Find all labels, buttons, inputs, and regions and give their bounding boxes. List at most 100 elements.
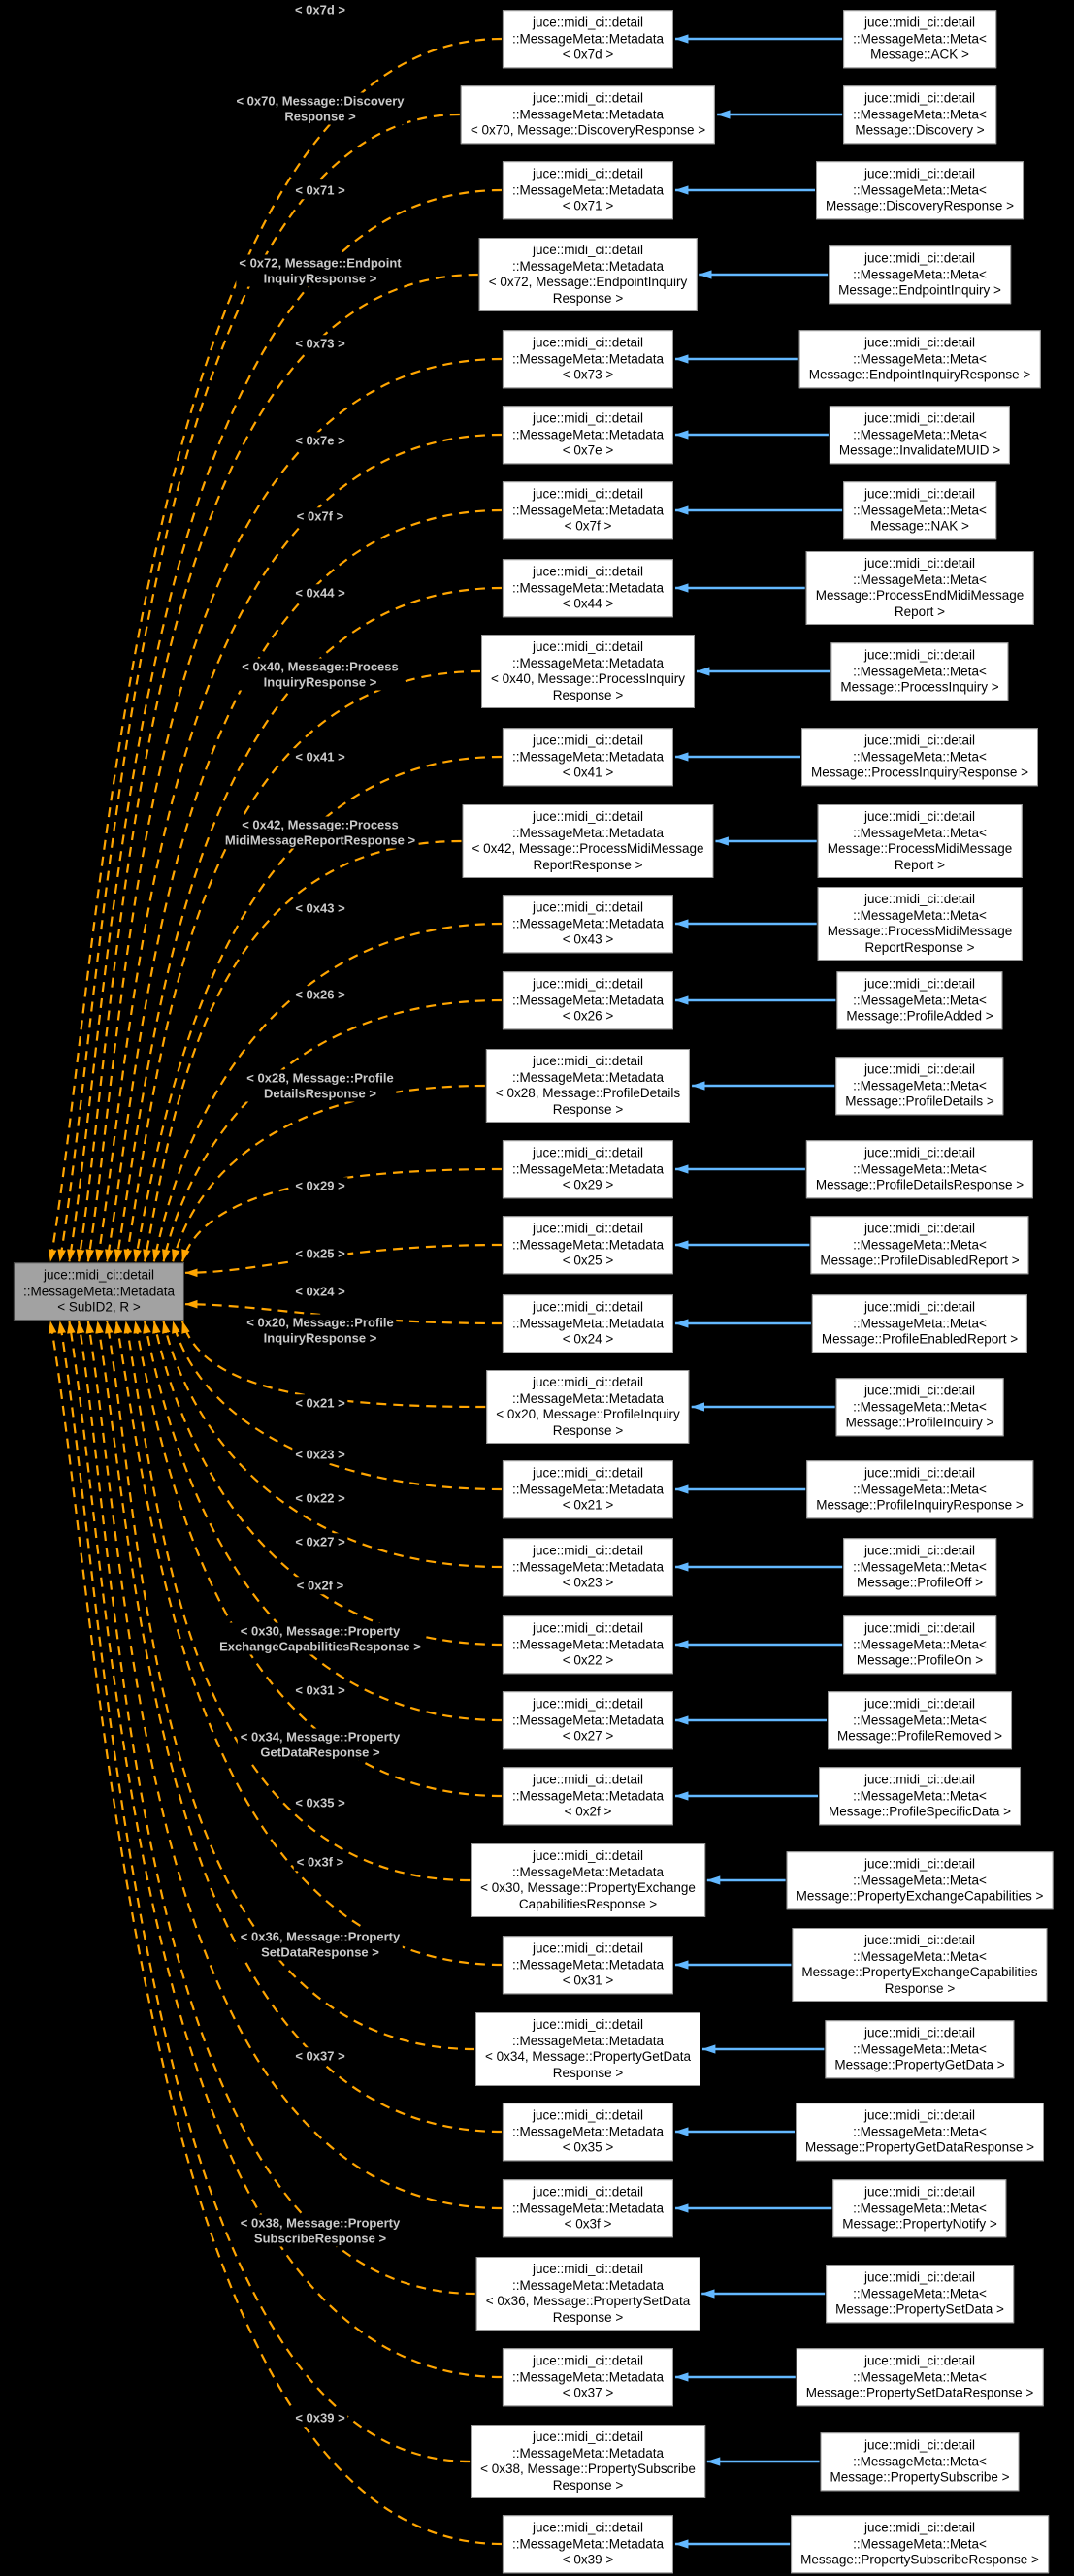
node-text-line: juce::midi_ci::detail — [532, 976, 644, 992]
node-metadata-0x30[interactable]: juce::midi_ci::detail::MessageMeta::Meta… — [471, 1843, 705, 1917]
node-text-line: ::MessageMeta::Meta< — [853, 1712, 987, 1727]
node-meta-0x31[interactable]: juce::midi_ci::detail::MessageMeta::Meta… — [792, 1928, 1048, 2002]
node-text-line: ::MessageMeta::Meta< — [853, 350, 987, 366]
node-meta-0x21[interactable]: juce::midi_ci::detail::MessageMeta::Meta… — [806, 1460, 1033, 1518]
node-meta-0x41[interactable]: juce::midi_ci::detail::MessageMeta::Meta… — [801, 728, 1038, 786]
focus-node-metadata-template[interactable]: juce::midi_ci::detail ::MessageMeta::Met… — [13, 1262, 185, 1321]
node-metadata-0x7d[interactable]: juce::midi_ci::detail::MessageMeta::Meta… — [502, 10, 674, 68]
node-meta-0x43[interactable]: juce::midi_ci::detail::MessageMeta::Meta… — [817, 887, 1023, 961]
node-meta-0x25[interactable]: juce::midi_ci::detail::MessageMeta::Meta… — [810, 1216, 1029, 1274]
node-meta-0x39[interactable]: juce::midi_ci::detail::MessageMeta::Meta… — [791, 2515, 1049, 2573]
node-metadata-0x7e[interactable]: juce::midi_ci::detail::MessageMeta::Meta… — [502, 406, 674, 464]
node-metadata-0x41[interactable]: juce::midi_ci::detail::MessageMeta::Meta… — [502, 728, 674, 786]
node-text-line: Message::ProcessInquiryResponse > — [811, 765, 1028, 780]
node-meta-0x35[interactable]: juce::midi_ci::detail::MessageMeta::Meta… — [796, 2103, 1044, 2161]
node-metadata-0x24[interactable]: juce::midi_ci::detail::MessageMeta::Meta… — [502, 1294, 674, 1353]
node-metadata-0x37[interactable]: juce::midi_ci::detail::MessageMeta::Meta… — [502, 2348, 674, 2406]
node-meta-0x44[interactable]: juce::midi_ci::detail::MessageMeta::Meta… — [805, 551, 1034, 625]
node-metadata-0x29[interactable]: juce::midi_ci::detail::MessageMeta::Meta… — [502, 1140, 674, 1198]
node-text-line: Response > — [552, 2477, 624, 2493]
node-meta-0x24[interactable]: juce::midi_ci::detail::MessageMeta::Meta… — [811, 1294, 1028, 1353]
node-meta-0x29[interactable]: juce::midi_ci::detail::MessageMeta::Meta… — [805, 1140, 1034, 1198]
node-meta-0x28[interactable]: juce::midi_ci::detail::MessageMeta::Meta… — [835, 1057, 1004, 1115]
edge-label-line: < 0x43 > — [295, 900, 345, 916]
node-meta-0x71[interactable]: juce::midi_ci::detail::MessageMeta::Meta… — [816, 161, 1024, 219]
node-meta-0x30[interactable]: juce::midi_ci::detail::MessageMeta::Meta… — [786, 1851, 1054, 1909]
node-metadata-0x36[interactable]: juce::midi_ci::detail::MessageMeta::Meta… — [475, 2257, 700, 2331]
node-metadata-0x26[interactable]: juce::midi_ci::detail::MessageMeta::Meta… — [502, 971, 674, 1029]
node-text-line: juce::midi_ci::detail — [863, 1221, 976, 1236]
node-metadata-0x21[interactable]: juce::midi_ci::detail::MessageMeta::Meta… — [502, 1460, 674, 1518]
node-meta-0x72[interactable]: juce::midi_ci::detail::MessageMeta::Meta… — [829, 245, 1011, 304]
node-text-line: CapabilitiesResponse > — [518, 1896, 658, 1911]
node-text-line: ::MessageMeta::Meta< — [853, 426, 987, 441]
node-metadata-0x7f[interactable]: juce::midi_ci::detail::MessageMeta::Meta… — [502, 481, 674, 539]
node-metadata-0x72[interactable]: juce::midi_ci::detail::MessageMeta::Meta… — [478, 238, 698, 311]
edge-label-0x72: < 0x72, Message::Endpoint InquiryResponse… — [236, 254, 405, 287]
node-text-line: juce::midi_ci::detail — [532, 486, 644, 502]
node-metadata-0x39[interactable]: juce::midi_ci::detail::MessageMeta::Meta… — [502, 2515, 674, 2573]
node-meta-0x73[interactable]: juce::midi_ci::detail::MessageMeta::Meta… — [798, 330, 1041, 388]
node-metadata-0x23[interactable]: juce::midi_ci::detail::MessageMeta::Meta… — [502, 1538, 674, 1596]
edge-label-line: < 0x37 > — [295, 2048, 345, 2064]
node-text-line: ::MessageMeta::Metadata — [22, 1283, 176, 1298]
edge-label-line: < 0x25 > — [295, 1246, 345, 1261]
node-text-line: ::MessageMeta::Metadata — [511, 1956, 665, 1972]
node-metadata-0x44[interactable]: juce::midi_ci::detail::MessageMeta::Meta… — [502, 559, 674, 617]
node-meta-0x2f[interactable]: juce::midi_ci::detail::MessageMeta::Meta… — [819, 1767, 1021, 1825]
node-metadata-0x34[interactable]: juce::midi_ci::detail::MessageMeta::Meta… — [475, 2012, 700, 2086]
node-metadata-0x38[interactable]: juce::midi_ci::detail::MessageMeta::Meta… — [471, 2425, 705, 2498]
node-meta-0x7d[interactable]: juce::midi_ci::detail::MessageMeta::Meta… — [843, 10, 996, 68]
node-meta-0x37[interactable]: juce::midi_ci::detail::MessageMeta::Meta… — [796, 2348, 1044, 2406]
node-text-line: < 0x7d > — [562, 47, 614, 62]
node-meta-0x34[interactable]: juce::midi_ci::detail::MessageMeta::Meta… — [825, 2020, 1015, 2078]
node-text-line: Message::PropertySubscribeResponse > — [800, 2552, 1039, 2567]
node-meta-0x27[interactable]: juce::midi_ci::detail::MessageMeta::Meta… — [828, 1691, 1012, 1749]
node-text-line: < 0x44 > — [562, 596, 614, 611]
node-text-line: juce::midi_ci::detail — [532, 1543, 644, 1558]
template-edge-0x24 — [184, 1299, 502, 1325]
node-meta-0x20[interactable]: juce::midi_ci::detail::MessageMeta::Meta… — [835, 1378, 1004, 1436]
node-metadata-0x70[interactable]: juce::midi_ci::detail::MessageMeta::Meta… — [460, 85, 716, 144]
node-meta-0x22[interactable]: juce::midi_ci::detail::MessageMeta::Meta… — [843, 1615, 996, 1674]
node-metadata-0x43[interactable]: juce::midi_ci::detail::MessageMeta::Meta… — [502, 895, 674, 953]
node-metadata-0x40[interactable]: juce::midi_ci::detail::MessageMeta::Meta… — [481, 635, 695, 708]
node-text-line: ::MessageMeta::Meta< — [853, 30, 987, 46]
edge-label-0x29: < 0x29 > — [292, 1177, 348, 1194]
node-meta-0x36[interactable]: juce::midi_ci::detail::MessageMeta::Meta… — [826, 2265, 1014, 2323]
node-text-line: Report > — [894, 857, 946, 872]
node-meta-0x42[interactable]: juce::midi_ci::detail::MessageMeta::Meta… — [817, 804, 1023, 878]
node-meta-0x70[interactable]: juce::midi_ci::detail::MessageMeta::Meta… — [843, 85, 996, 144]
node-meta-0x38[interactable]: juce::midi_ci::detail::MessageMeta::Meta… — [820, 2432, 1020, 2491]
node-meta-0x7e[interactable]: juce::midi_ci::detail::MessageMeta::Meta… — [829, 406, 1011, 464]
node-metadata-0x28[interactable]: juce::midi_ci::detail::MessageMeta::Meta… — [485, 1049, 691, 1123]
node-meta-0x26[interactable]: juce::midi_ci::detail::MessageMeta::Meta… — [836, 971, 1003, 1029]
node-text-line: ::MessageMeta::Metadata — [511, 30, 665, 46]
node-text-line: juce::midi_ci::detail — [532, 2184, 644, 2200]
node-metadata-0x31[interactable]: juce::midi_ci::detail::MessageMeta::Meta… — [502, 1936, 674, 1994]
node-metadata-0x35[interactable]: juce::midi_ci::detail::MessageMeta::Meta… — [502, 2103, 674, 2161]
node-text-line: ReportResponse > — [864, 939, 975, 955]
node-text-line: ::MessageMeta::Meta< — [853, 2123, 987, 2138]
node-metadata-0x27[interactable]: juce::midi_ci::detail::MessageMeta::Meta… — [502, 1691, 674, 1749]
node-metadata-0x3f[interactable]: juce::midi_ci::detail::MessageMeta::Meta… — [502, 2179, 674, 2237]
node-metadata-0x42[interactable]: juce::midi_ci::detail::MessageMeta::Meta… — [462, 804, 714, 878]
node-text-line: Response > — [552, 1422, 624, 1438]
node-text-line: juce::midi_ci::detail — [532, 90, 644, 106]
node-metadata-0x25[interactable]: juce::midi_ci::detail::MessageMeta::Meta… — [502, 1216, 674, 1274]
node-metadata-0x20[interactable]: juce::midi_ci::detail::MessageMeta::Meta… — [486, 1370, 690, 1444]
edge-label-0x73: < 0x73 > — [292, 335, 348, 352]
node-metadata-0x71[interactable]: juce::midi_ci::detail::MessageMeta::Meta… — [502, 161, 674, 219]
node-metadata-0x22[interactable]: juce::midi_ci::detail::MessageMeta::Meta… — [502, 1615, 674, 1674]
node-meta-0x23[interactable]: juce::midi_ci::detail::MessageMeta::Meta… — [843, 1538, 996, 1596]
node-meta-0x3f[interactable]: juce::midi_ci::detail::MessageMeta::Meta… — [832, 2179, 1007, 2237]
edge-label-line: < 0x28, Message::Profile — [246, 1070, 394, 1086]
node-metadata-0x73[interactable]: juce::midi_ci::detail::MessageMeta::Meta… — [502, 330, 674, 388]
template-edge-0x73 — [85, 357, 502, 1262]
edge-label-0x23: < 0x23 > — [292, 1446, 348, 1463]
node-metadata-0x2f[interactable]: juce::midi_ci::detail::MessageMeta::Meta… — [502, 1767, 674, 1825]
edge-label-line: < 0x72, Message::Endpoint — [239, 255, 402, 271]
node-meta-0x7f[interactable]: juce::midi_ci::detail::MessageMeta::Meta… — [843, 481, 996, 539]
edge-label-line: < 0x22 > — [295, 1490, 345, 1506]
node-meta-0x40[interactable]: juce::midi_ci::detail::MessageMeta::Meta… — [830, 642, 1009, 701]
